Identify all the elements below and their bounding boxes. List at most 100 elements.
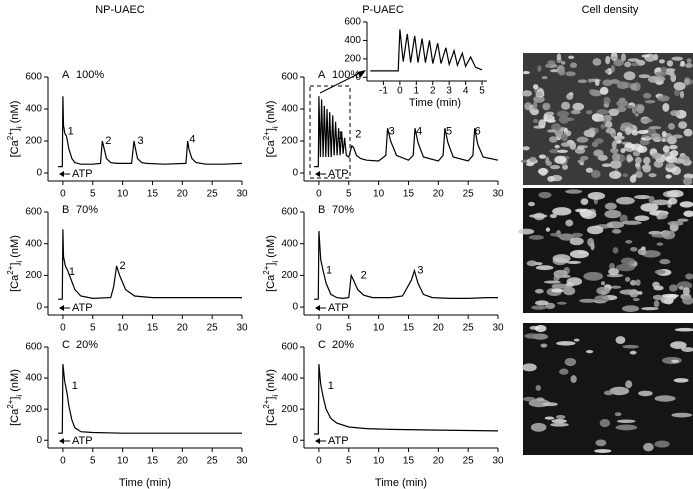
cell — [668, 68, 675, 77]
cell — [540, 343, 548, 348]
cell — [644, 99, 655, 104]
cell — [561, 101, 571, 110]
cell — [562, 286, 576, 296]
x-tick-label: 30 — [492, 323, 504, 334]
x-tick-label: 5 — [346, 323, 352, 334]
cell — [671, 166, 681, 176]
y-tick-label: 600 — [281, 342, 298, 353]
x-tick-label: 0 — [316, 323, 322, 334]
x-tick-label: 5 — [90, 189, 96, 200]
trace — [58, 96, 243, 168]
cell — [624, 142, 635, 148]
cell — [594, 127, 599, 134]
cell — [612, 152, 621, 162]
x-tick-label: 15 — [403, 456, 415, 467]
y-label-part: [Ca — [265, 139, 277, 157]
y-tick-label: 0 — [36, 168, 42, 179]
atp-label: ATP — [72, 435, 93, 447]
cell — [634, 194, 651, 200]
cell — [566, 277, 583, 286]
x-axis-label: Time (min) — [409, 97, 461, 109]
cell — [564, 357, 577, 367]
cell — [550, 422, 569, 427]
column-header: NP-UAEC — [95, 4, 145, 16]
y-tick-label: 200 — [25, 270, 42, 281]
cell — [668, 197, 678, 205]
y-label-part: (nM) — [9, 369, 21, 395]
x-tick-label: 5 — [90, 456, 96, 467]
zoom-arrow — [319, 71, 363, 94]
cell — [613, 58, 624, 67]
trace — [58, 364, 242, 434]
cell — [585, 167, 593, 173]
cell — [604, 202, 617, 210]
cell — [534, 300, 549, 306]
y-label-part: ] — [265, 397, 277, 400]
panel-condition: 70% — [332, 204, 354, 216]
cell — [549, 165, 561, 170]
peak-label: 5 — [446, 125, 452, 137]
cell — [654, 395, 676, 402]
atp-arrow-head — [59, 171, 64, 177]
x-tick-label: 30 — [236, 323, 248, 334]
cell — [632, 297, 640, 302]
cell — [636, 104, 645, 114]
cell — [640, 202, 659, 212]
x-tick-label: 1 — [414, 86, 420, 97]
cell — [532, 101, 538, 110]
cell — [636, 145, 648, 153]
cell — [657, 95, 670, 102]
x-tick-label: 15 — [147, 456, 159, 467]
cell — [614, 412, 622, 417]
cell — [683, 128, 693, 137]
y-axis-label: [Ca2+]i (nM) — [6, 235, 24, 292]
cell — [530, 422, 547, 432]
cell — [579, 162, 584, 166]
cell — [604, 69, 610, 74]
cell — [635, 170, 643, 179]
x-tick-label: 30 — [492, 456, 504, 467]
y-label-part: i — [15, 126, 24, 128]
atp-label: ATP — [72, 302, 93, 314]
x-tick-label: 5 — [479, 86, 485, 97]
cell — [560, 142, 572, 148]
cell — [556, 301, 567, 305]
cell — [648, 195, 655, 205]
cell — [674, 88, 680, 97]
cell — [624, 126, 632, 136]
cell — [599, 418, 611, 428]
x-tick-label: 0 — [60, 456, 66, 467]
y-axis-label: [Ca2+]i (nM) — [262, 101, 280, 158]
cell — [622, 344, 639, 349]
cell — [630, 246, 638, 252]
y-tick-label: 200 — [25, 404, 42, 415]
cell — [658, 59, 665, 64]
cell — [586, 225, 604, 235]
cell — [538, 191, 552, 199]
y-tick-label: 200 — [281, 136, 298, 147]
cell — [546, 160, 552, 166]
cell — [652, 294, 664, 300]
x-tick-label: 20 — [433, 456, 445, 467]
y-tick-label: 0 — [36, 302, 42, 313]
cell — [626, 154, 633, 163]
y-tick-label: 400 — [25, 104, 42, 115]
cell — [524, 333, 541, 339]
cell — [634, 215, 650, 222]
cell — [625, 380, 633, 389]
atp-label: ATP — [328, 435, 349, 447]
cell — [542, 102, 551, 111]
cell — [554, 144, 560, 149]
cell — [671, 56, 684, 61]
y-tick-label: 600 — [281, 72, 298, 83]
cell — [579, 298, 597, 303]
cell — [561, 132, 568, 142]
x-tick-label: 5 — [90, 323, 96, 334]
y-axis-label: [Ca2+]i (nM) — [262, 369, 280, 426]
cell — [611, 228, 622, 234]
cell — [594, 295, 610, 303]
cell — [653, 300, 660, 308]
cell — [529, 214, 548, 218]
cell — [569, 249, 589, 259]
